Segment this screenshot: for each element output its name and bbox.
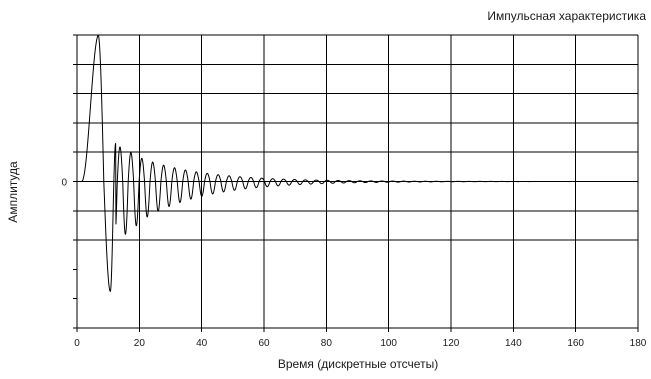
x-tick-label-160: 160 — [567, 338, 584, 349]
x-axis-label: Время (дискретные отсчеты) — [278, 357, 438, 371]
x-tick-label-20: 20 — [134, 338, 146, 349]
series-line-0 — [76, 34, 533, 292]
x-tick-label-80: 80 — [321, 338, 333, 349]
x-tick-label-180: 180 — [630, 338, 647, 349]
series — [76, 34, 533, 292]
x-tick-label-0: 0 — [74, 338, 80, 349]
ticks: 0 20 40 60 80 100 120 140 160 180 0 — [61, 34, 647, 349]
y-tick-label-0: 0 — [61, 178, 67, 189]
x-tick-label-140: 140 — [505, 338, 522, 349]
x-tick-label-120: 120 — [443, 338, 460, 349]
x-tick-label-40: 40 — [196, 338, 208, 349]
chart-title: Импульсная характеристика — [487, 9, 646, 23]
y-axis-label: Амплитуда — [6, 161, 20, 223]
x-tick-label-100: 100 — [380, 338, 397, 349]
x-tick-label-60: 60 — [258, 338, 270, 349]
